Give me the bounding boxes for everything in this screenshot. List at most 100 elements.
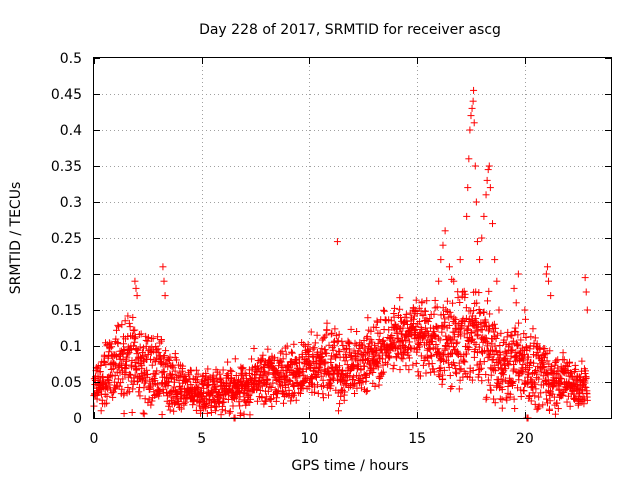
data-point <box>309 352 317 360</box>
data-point <box>318 383 326 391</box>
data-point <box>105 376 113 384</box>
data-point <box>173 391 181 399</box>
data-point <box>364 314 372 322</box>
data-point <box>164 382 172 390</box>
data-point <box>419 361 427 369</box>
data-point <box>156 339 164 347</box>
data-point <box>192 366 200 374</box>
data-point <box>126 323 134 331</box>
data-point <box>96 368 104 376</box>
data-point <box>106 381 114 389</box>
data-point <box>97 386 105 394</box>
data-point <box>131 335 139 343</box>
data-point <box>171 367 179 375</box>
data-point <box>106 344 114 352</box>
data-point <box>136 343 144 351</box>
data-point <box>105 339 113 347</box>
data-point <box>380 306 388 314</box>
data-point <box>139 357 147 365</box>
data-point <box>160 353 168 361</box>
data-point <box>117 379 125 387</box>
data-point <box>149 334 157 342</box>
data-point <box>148 343 156 351</box>
data-point <box>307 328 315 336</box>
data-point <box>396 366 404 374</box>
data-point <box>446 372 454 380</box>
data-point <box>109 365 117 373</box>
data-point <box>396 305 404 313</box>
data-point <box>310 344 318 352</box>
data-point <box>152 370 160 378</box>
data-point <box>157 337 165 345</box>
data-point <box>110 360 118 368</box>
data-point <box>112 335 120 343</box>
data-point <box>104 385 112 393</box>
data-point <box>124 312 132 320</box>
data-point <box>131 326 139 334</box>
data-point <box>153 367 161 375</box>
data-point <box>113 326 121 334</box>
data-point <box>194 370 202 378</box>
data-point <box>138 364 146 372</box>
data-point <box>389 365 397 373</box>
data-point <box>386 353 394 361</box>
data-point <box>142 342 150 350</box>
data-point <box>119 340 127 348</box>
data-point <box>166 353 174 361</box>
data-point <box>185 371 193 379</box>
data-point <box>126 370 134 378</box>
data-point <box>250 344 258 352</box>
data-point <box>141 351 149 359</box>
data-point <box>114 321 122 329</box>
data-point <box>165 402 173 410</box>
data-point <box>155 389 163 397</box>
data-points <box>90 86 591 422</box>
data-point <box>173 356 181 364</box>
data-point <box>375 381 383 389</box>
data-point <box>187 381 195 389</box>
data-point <box>147 401 155 409</box>
data-point <box>144 334 152 342</box>
data-point <box>399 355 407 363</box>
data-point <box>133 350 141 358</box>
data-point <box>133 366 141 374</box>
data-point <box>158 411 166 419</box>
data-point <box>203 382 211 390</box>
data-point <box>119 375 127 383</box>
data-point <box>128 357 136 365</box>
data-point <box>131 333 139 341</box>
data-point <box>246 411 254 419</box>
data-point <box>146 384 154 392</box>
data-point <box>205 381 213 389</box>
data-point <box>194 385 202 393</box>
data-point <box>213 403 221 411</box>
data-point <box>441 315 449 323</box>
data-point <box>175 403 183 411</box>
data-point <box>124 350 132 358</box>
data-point <box>122 365 130 373</box>
data-point <box>436 336 444 344</box>
data-point <box>177 405 185 413</box>
data-point <box>200 377 208 385</box>
data-point <box>203 409 211 417</box>
data-point <box>327 330 335 338</box>
data-point <box>396 294 404 302</box>
data-point <box>208 391 216 399</box>
data-point <box>187 367 195 375</box>
data-point <box>140 384 148 392</box>
data-point <box>193 376 201 384</box>
data-point <box>207 408 215 416</box>
data-point <box>129 380 137 388</box>
data-point <box>143 366 151 374</box>
data-point <box>160 352 168 360</box>
data-point <box>180 400 188 408</box>
data-point <box>120 410 128 418</box>
data-point <box>273 394 281 402</box>
data-point <box>144 370 152 378</box>
data-point <box>108 343 116 351</box>
data-point <box>311 339 319 347</box>
data-point <box>224 358 232 366</box>
data-point <box>240 410 248 418</box>
data-point <box>231 355 239 363</box>
